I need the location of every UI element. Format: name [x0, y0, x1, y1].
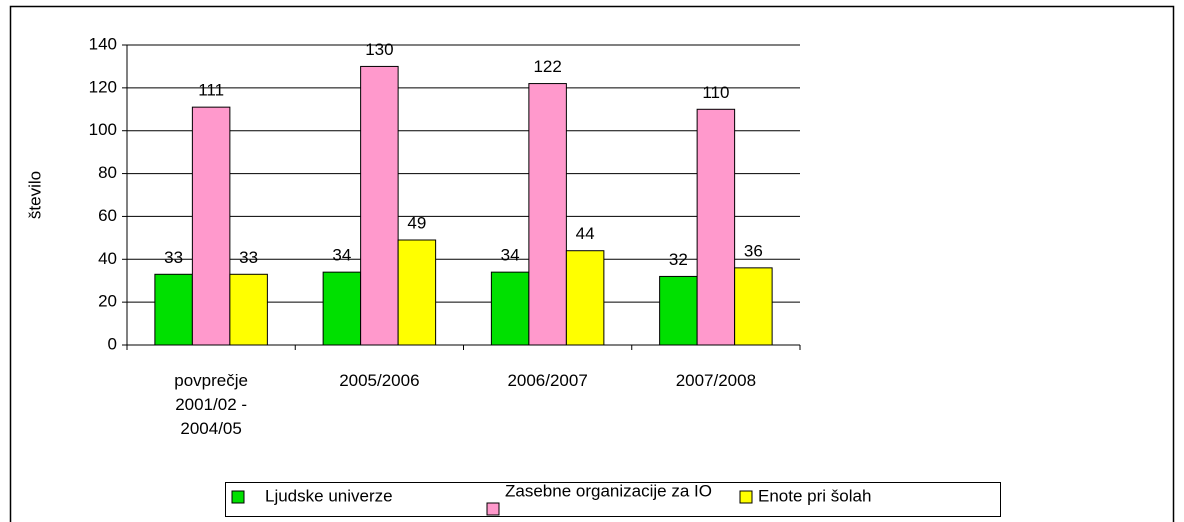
bar — [696, 108, 736, 346]
frame — [9, 5, 1175, 522]
data-label: 111 — [198, 81, 224, 100]
legend-label: Enote pri šolah — [758, 486, 871, 505]
y-axis-label: število — [25, 171, 44, 219]
bar — [490, 271, 530, 346]
legend-swatch — [486, 502, 500, 516]
bar — [229, 273, 268, 346]
bar — [659, 275, 698, 346]
x-tick-label: 2007/2008 — [675, 371, 757, 390]
data-label: 34 — [501, 246, 520, 265]
y-tick-label: 120 — [89, 77, 117, 96]
data-label: 32 — [669, 250, 688, 269]
data-label: 122 — [533, 57, 561, 76]
y-tick-label: 20 — [98, 292, 117, 311]
y-tick-label: 100 — [89, 120, 117, 139]
legend-swatch — [739, 490, 753, 504]
legend-label: Ljudske univerze — [265, 486, 393, 505]
x-tick-label: 2006/2007 — [507, 371, 588, 390]
y-tick-label: 80 — [98, 163, 117, 182]
data-label: 44 — [576, 224, 595, 243]
data-label: 34 — [332, 246, 351, 265]
legend-box — [225, 482, 1001, 517]
x-tick-label: 2005/2006 — [339, 371, 420, 390]
x-tick-label: povprečje 2001/02 - 2004/05 — [174, 371, 248, 438]
bar — [322, 271, 362, 346]
data-label: 33 — [239, 248, 258, 267]
data-label: 110 — [702, 83, 729, 102]
bar — [734, 267, 773, 346]
data-label: 49 — [407, 213, 426, 232]
data-label: 130 — [365, 40, 393, 59]
bar — [191, 106, 231, 346]
data-label: 36 — [744, 241, 763, 260]
data-label: 33 — [164, 248, 183, 267]
bar — [154, 273, 193, 346]
legend-label: Zasebne organizacije za IO — [505, 481, 712, 500]
y-tick-label: 60 — [98, 206, 117, 225]
y-tick-label: 40 — [98, 249, 117, 268]
y-tick-label: 0 — [108, 334, 117, 353]
bar — [528, 83, 567, 346]
legend-swatch — [231, 490, 245, 504]
y-tick-label: 140 — [89, 34, 117, 53]
bar — [360, 65, 399, 346]
bar — [565, 250, 605, 346]
bar — [397, 239, 437, 346]
